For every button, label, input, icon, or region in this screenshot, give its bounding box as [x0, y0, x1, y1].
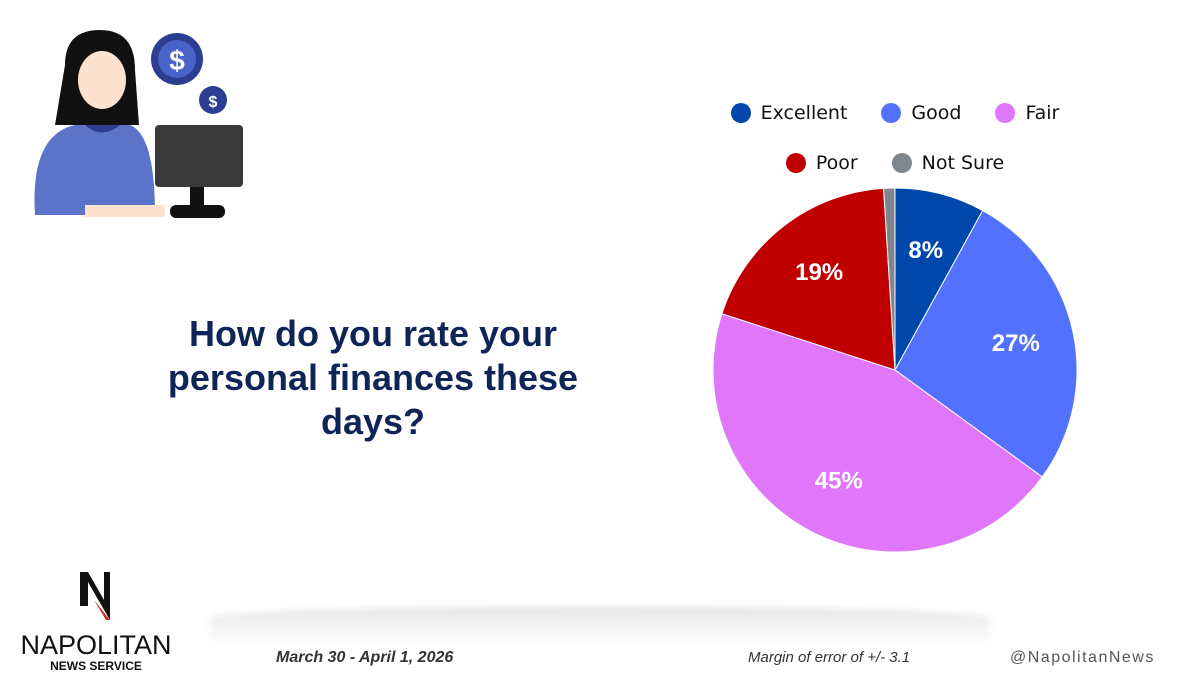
legend-label: Poor [815, 152, 858, 174]
pie-slice-fair [712, 313, 1043, 553]
footer-shadow [210, 606, 990, 646]
legend-label: Excellent [760, 102, 848, 124]
logo-name: NAPOLITAN [20, 630, 172, 660]
pie-slice-excellent [894, 187, 984, 371]
legend-swatch [891, 153, 912, 173]
question-title: How do you rate your personal finances t… [167, 313, 579, 442]
legend-swatch [995, 103, 1016, 123]
logo-n-mark [80, 572, 110, 620]
social-handle: @NapolitanNews [1010, 649, 1155, 666]
legend-item-good: Good [881, 102, 961, 124]
survey-dates: March 30 - April 1, 2026 [276, 649, 454, 666]
chart-legend: Excellent Good Fair Poor Not Sure [700, 88, 1090, 188]
logo-subtitle: NEWS SERVICE [50, 659, 142, 673]
legend-item-fair: Fair [995, 102, 1059, 124]
pie-slice-good [894, 209, 1078, 478]
data-label: 27% [992, 330, 1040, 357]
legend-item-poor: Poor [785, 152, 858, 174]
legend-swatch [785, 153, 806, 173]
pie-slice-not-sure [883, 187, 896, 371]
dollar-coin-icon [199, 86, 227, 114]
data-label: 45% [815, 467, 863, 494]
svg-text:$: $ [209, 94, 218, 111]
woman-at-computer-illustration: $ $ [34, 30, 243, 218]
legend-label: Not Sure [921, 152, 1005, 174]
legend-swatch [730, 103, 751, 123]
data-label: 8% [908, 237, 943, 264]
napolitan-logo: NAPOLITAN NEWS SERVICE [20, 570, 172, 673]
legend-swatch [881, 103, 902, 123]
legend-item-excellent: Excellent [730, 102, 848, 124]
margin-of-error: Margin of error of +/- 3.1 [748, 649, 911, 666]
data-label: 19% [795, 259, 843, 286]
svg-text:$: $ [169, 45, 185, 76]
pie-slice-poor [721, 187, 896, 371]
legend-label: Fair [1025, 102, 1060, 124]
legend-label: Good [911, 102, 962, 124]
legend-item-not-sure: Not Sure [891, 152, 1005, 174]
